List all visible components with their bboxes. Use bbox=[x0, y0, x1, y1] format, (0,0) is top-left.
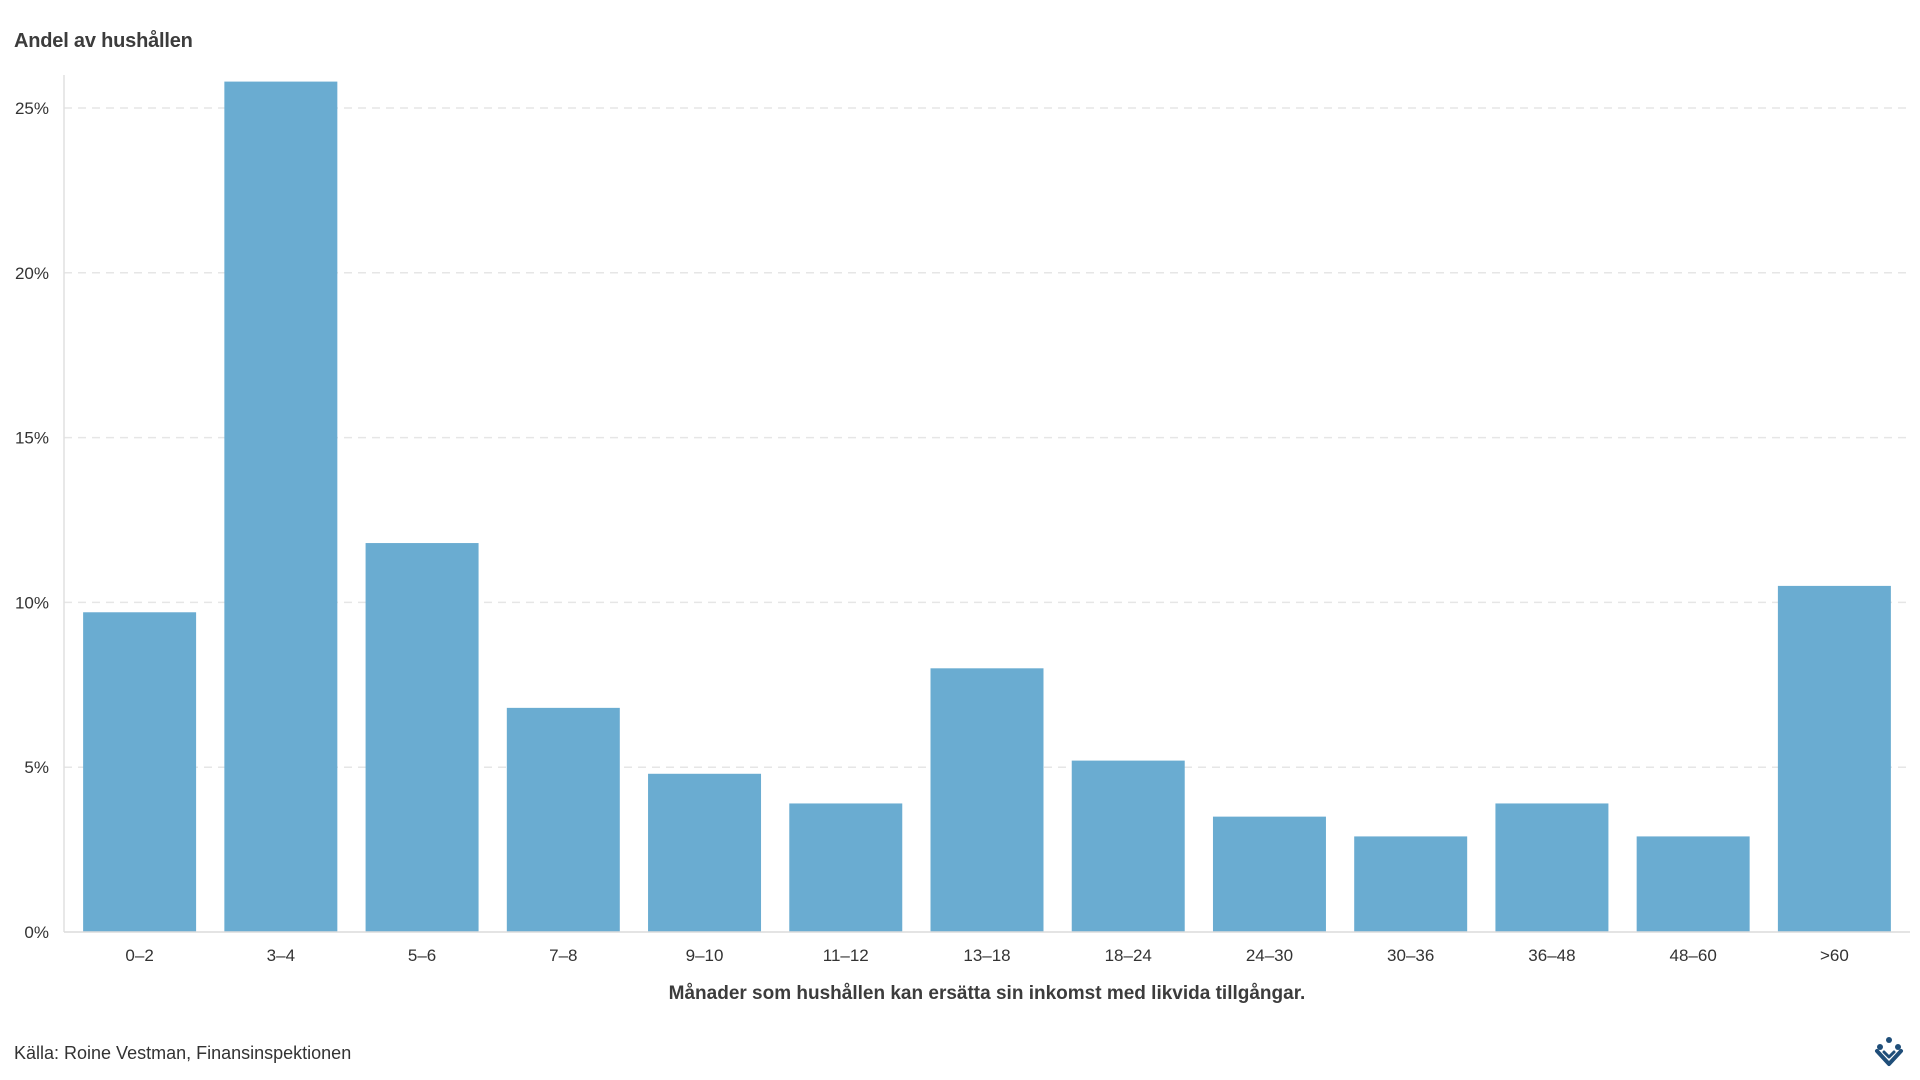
y-axis-title: Andel av hushållen bbox=[14, 30, 193, 52]
x-tick-label: 36–48 bbox=[1528, 946, 1575, 965]
y-tick-label: 5% bbox=[24, 758, 49, 777]
x-tick-label: 3–4 bbox=[267, 946, 295, 965]
x-tick-label: 11–12 bbox=[823, 946, 869, 965]
y-tick-labels: 0% 5% 10% 15% 20% 25% bbox=[15, 99, 49, 942]
bar bbox=[365, 543, 479, 932]
y-tick-label: 15% bbox=[15, 429, 49, 448]
x-tick-labels: 0–2 3–4 5–6 7–8 9–10 11–12 13–18 18–24 24–30 30–3… bbox=[125, 946, 1848, 965]
x-tick-label: 18–24 bbox=[1105, 946, 1152, 965]
bar bbox=[1777, 585, 1891, 932]
y-tick-label: 20% bbox=[15, 264, 49, 283]
x-tick-label: 30–36 bbox=[1387, 946, 1434, 965]
bar bbox=[1071, 760, 1185, 932]
bar bbox=[1495, 803, 1609, 932]
source-note: Källa: Roine Vestman, Finansinspektionen bbox=[14, 1043, 352, 1063]
y-tick-label: 0% bbox=[24, 923, 49, 942]
x-tick-label: >60 bbox=[1820, 946, 1849, 965]
bar bbox=[648, 773, 762, 932]
x-tick-label: 7–8 bbox=[549, 946, 577, 965]
y-tick-label: 25% bbox=[15, 99, 49, 118]
bar bbox=[1354, 836, 1468, 932]
x-tick-label: 0–2 bbox=[125, 946, 153, 965]
x-tick-label: 48–60 bbox=[1670, 946, 1717, 965]
x-axis-title: Månader som hushållen kan ersätta sin in… bbox=[669, 983, 1306, 1004]
bar bbox=[506, 707, 620, 932]
x-tick-label: 5–6 bbox=[408, 946, 436, 965]
bar bbox=[789, 803, 903, 932]
bar bbox=[224, 81, 338, 933]
bar bbox=[1636, 836, 1750, 932]
bar bbox=[930, 668, 1044, 932]
bar bbox=[1212, 816, 1326, 932]
y-tick-label: 10% bbox=[15, 593, 49, 612]
x-tick-label: 9–10 bbox=[686, 946, 724, 965]
x-tick-label: 24–30 bbox=[1246, 946, 1293, 965]
bars bbox=[83, 81, 1891, 933]
fi-logo-icon bbox=[1875, 1037, 1903, 1066]
x-tick-label: 13–18 bbox=[963, 946, 1010, 965]
axes bbox=[63, 75, 1910, 933]
bar bbox=[83, 612, 197, 932]
